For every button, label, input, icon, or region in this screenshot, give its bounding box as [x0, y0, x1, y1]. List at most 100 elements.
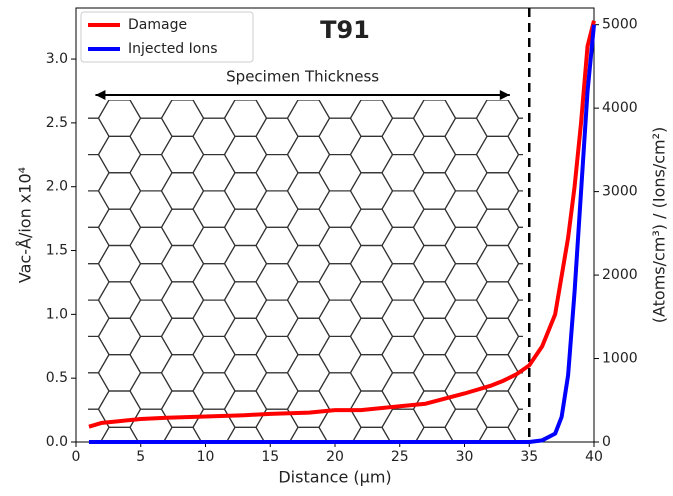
- y-tick-label: 0.0: [46, 434, 68, 450]
- hexagon: [475, 135, 520, 174]
- hexagon: [318, 372, 362, 410]
- hexagon: [475, 172, 520, 210]
- hexagon: [223, 281, 268, 319]
- y2-tick-label: 2000: [602, 267, 638, 283]
- hexagon: [192, 226, 236, 265]
- hexagon: [318, 226, 362, 265]
- hexagon: [286, 208, 331, 247]
- hexagon: [88, 153, 110, 192]
- hexagon: [540, 355, 582, 391]
- hexagon: [444, 263, 488, 301]
- hexagon: [129, 117, 173, 156]
- hexagon: [381, 190, 425, 228]
- hexagon: [97, 281, 142, 319]
- hexagon: [288, 426, 329, 442]
- hexagon: [412, 281, 457, 319]
- hexagon: [88, 117, 110, 156]
- y-tick-label: 1.0: [46, 306, 68, 322]
- hexagon: [318, 263, 362, 301]
- hexagon: [88, 190, 110, 228]
- hexagon: [475, 281, 520, 319]
- hexagon: [192, 372, 236, 410]
- arrow-head: [499, 90, 510, 100]
- chart-title: T91: [320, 16, 370, 44]
- hexagon: [507, 372, 523, 410]
- hexagon: [97, 172, 142, 210]
- hexagon: [412, 172, 457, 210]
- honeycomb-background: [88, 100, 582, 463]
- x-tick-label: 40: [585, 449, 603, 465]
- hexagon: [255, 372, 299, 410]
- hexagon: [444, 190, 488, 228]
- hexagon: [381, 100, 425, 119]
- hexagon: [192, 299, 236, 338]
- hexagon: [318, 153, 362, 192]
- y2-tick-label: 0: [602, 434, 611, 450]
- legend-box: [80, 11, 254, 63]
- hexagon: [97, 135, 142, 174]
- hexagon: [381, 117, 425, 156]
- hexagon: [160, 354, 205, 392]
- hexagon: [160, 100, 205, 137]
- y2-axis-label: (Atoms/cm³) / (Ions/cm²): [650, 127, 669, 324]
- hexagon: [255, 153, 299, 192]
- hexagon: [88, 100, 110, 119]
- hexagon: [507, 263, 523, 301]
- hexagon: [160, 172, 205, 210]
- hexagon: [507, 190, 523, 228]
- hexagon: [192, 100, 236, 119]
- hexagon: [160, 135, 205, 174]
- x-tick-label: 20: [326, 449, 344, 465]
- hexagon: [88, 335, 110, 374]
- hexagon: [286, 244, 331, 283]
- hexagon: [223, 354, 268, 392]
- hexagon: [97, 354, 142, 392]
- hexagon: [475, 390, 520, 428]
- hexagon: [318, 117, 362, 156]
- arrow-head: [95, 90, 106, 100]
- y2-tick-label: 1000: [602, 351, 638, 367]
- hexagon: [88, 263, 110, 301]
- hexagon: [192, 117, 236, 156]
- hexagon: [129, 299, 173, 338]
- hexagon: [507, 335, 523, 374]
- hexagon: [412, 100, 457, 137]
- hexagon: [286, 135, 331, 174]
- hexagon: [349, 317, 394, 356]
- hexagon: [349, 172, 394, 210]
- hexagon: [412, 354, 457, 392]
- hexagon: [255, 299, 299, 338]
- y-tick-label: 2.0: [46, 179, 68, 195]
- hexagon: [88, 226, 110, 265]
- hexagon: [129, 153, 173, 192]
- x-tick-label: 15: [261, 449, 279, 465]
- x-axis-label: Distance (µm): [278, 468, 391, 487]
- legend-label: Injected Ions: [128, 41, 218, 57]
- legend-label: Damage: [128, 17, 187, 33]
- hexagon: [475, 354, 520, 392]
- hexagon: [444, 100, 488, 119]
- data-line: [88, 24, 596, 444]
- hexagon: [160, 390, 205, 428]
- hexagon: [160, 208, 205, 247]
- y2-tick-label: 5000: [602, 17, 638, 33]
- hexagon: [129, 335, 173, 374]
- y-tick-label: 3.0: [46, 51, 68, 67]
- hexagon: [129, 100, 173, 119]
- hexagon: [444, 117, 488, 156]
- hexagon: [223, 390, 268, 428]
- hexagon: [412, 317, 457, 356]
- hexagon: [444, 335, 488, 374]
- hexagon: [160, 317, 205, 356]
- hexagon: [286, 390, 331, 428]
- hexagon: [540, 427, 582, 463]
- hexagon: [286, 354, 331, 392]
- hexagon: [192, 153, 236, 192]
- hexagon: [160, 281, 205, 319]
- hexagon: [381, 299, 425, 338]
- hexagon: [225, 426, 266, 442]
- hexagon: [475, 100, 520, 137]
- hexagon: [475, 244, 520, 283]
- y-tick-label: 2.5: [46, 115, 68, 131]
